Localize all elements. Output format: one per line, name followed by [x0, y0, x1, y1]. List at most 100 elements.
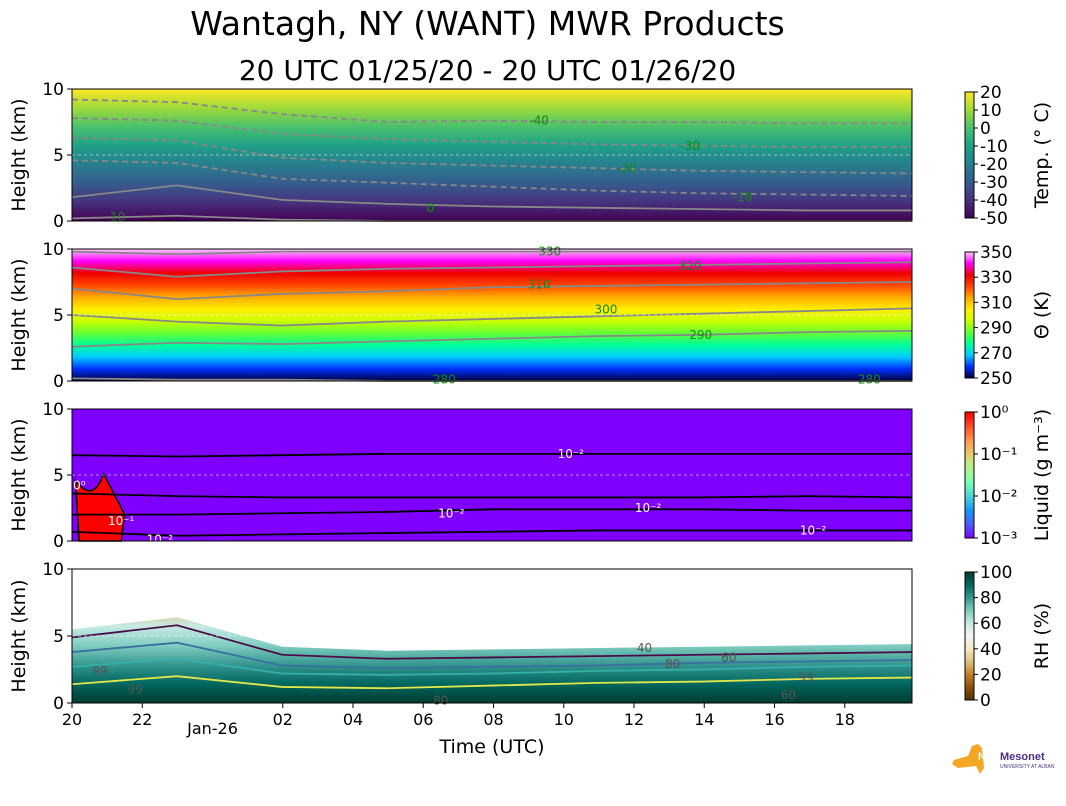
- x-tick-label: 12: [624, 710, 644, 729]
- contour-label: -30: [680, 139, 700, 153]
- contour-line--20: [71, 136, 913, 175]
- contour-label: 99: [92, 664, 107, 678]
- x-tick-label: 18: [835, 710, 855, 729]
- contour-line-0p01: [71, 492, 913, 499]
- contour-label: 280: [433, 373, 456, 387]
- contour-label: 320: [679, 259, 702, 273]
- y-tick-label: 10: [42, 80, 64, 100]
- figure-subtitle: 20 UTC 01/25/20 - 20 UTC 01/26/20: [238, 54, 737, 87]
- colorbar-label: Θ (K): [1031, 291, 1053, 339]
- colorbar: [964, 571, 975, 701]
- colorbar-tick-label: 0: [980, 119, 991, 139]
- contour-label: 10⁻²: [438, 506, 465, 520]
- contour-line-290: [71, 329, 913, 348]
- colorbar-label: RH (%): [1031, 603, 1053, 669]
- y-tick-label: 0: [53, 694, 64, 714]
- colorbar-tick-label: 60: [980, 614, 1002, 634]
- colorbar-tick-label: -50: [980, 209, 1008, 229]
- colorbar-tick-label: 10⁻¹: [980, 445, 1017, 465]
- contour-line-300: [71, 307, 913, 327]
- x-tick-label: 16: [764, 710, 784, 729]
- contour-line-0p01: [71, 452, 912, 458]
- y-tick-label: 10: [42, 560, 64, 580]
- contour-label: 80: [433, 693, 448, 707]
- colorbar-label: Temp. (° C): [1031, 102, 1053, 209]
- x-tick-label: 22: [132, 710, 152, 729]
- panel-liquid: 10⁻² 10⁻² 10⁻² 10⁻² 10⁻² 10⁻¹ 10⁰ 0 5 10 Height (k…: [8, 400, 1053, 552]
- contour-label: 10⁻²: [635, 501, 662, 515]
- colorbar-tick-label: 10⁻³: [980, 529, 1017, 549]
- contour-label: -20: [617, 161, 637, 175]
- x-axis-label: Time (UTC): [438, 736, 544, 758]
- contour-label: -40: [529, 114, 549, 128]
- colorbar-tick-label: 10⁰: [980, 403, 1009, 423]
- contour-label: 10⁻¹: [108, 514, 135, 528]
- colorbar-tick-label: 290: [980, 319, 1012, 339]
- contour-label: 10: [110, 210, 125, 224]
- contour-label: 0: [426, 201, 434, 215]
- contour-line-0p01: [72, 508, 912, 516]
- contour-line--40: [71, 98, 912, 125]
- contour-line--30: [71, 117, 912, 148]
- colorbar-tick-label: 250: [980, 369, 1012, 389]
- nys-mesonet-logo: NYS Mesonet UNIVERSITY AT ALBANY: [952, 744, 1055, 774]
- x-tick-label: 20: [62, 710, 82, 729]
- colorbar-tick-label: 20: [980, 83, 1002, 103]
- colorbar-tick-label: -30: [980, 173, 1008, 193]
- nys-state-logo: [952, 744, 984, 774]
- x-tick-label: 06: [413, 710, 433, 729]
- y-tick-label: 5: [53, 146, 64, 166]
- colorbar-tick-label: 330: [980, 268, 1012, 288]
- no-data-region: [72, 569, 912, 651]
- contour-label: 99: [798, 671, 813, 685]
- colorbar: [964, 251, 975, 379]
- colorbar-tick-label: 270: [980, 344, 1012, 364]
- contour-line-40: [71, 624, 913, 660]
- cloud-liquid-region: [74, 471, 126, 542]
- x-tick-label: 14: [694, 710, 714, 729]
- contour-label: 99: [128, 683, 143, 697]
- logo-text-university: UNIVERSITY AT ALBANY: [1000, 764, 1055, 770]
- contour-label: 300: [594, 303, 617, 317]
- colorbar-tick-label: 10: [980, 101, 1002, 121]
- contour-line-0p01: [71, 529, 912, 537]
- contour-label: 310: [528, 278, 551, 292]
- x-tick-label: 04: [343, 710, 363, 729]
- y-tick-label: 10: [42, 400, 64, 420]
- contour-line-80: [71, 657, 913, 676]
- y-tick-label: 5: [53, 627, 64, 647]
- y-tick-label: 0: [53, 212, 64, 232]
- colorbar-tick-label: 10⁻²: [980, 487, 1017, 507]
- contour-label: 80: [665, 657, 680, 671]
- y-tick-label: 0: [53, 372, 64, 392]
- colorbar-tick-label: 310: [980, 293, 1012, 313]
- contour-label: -10: [733, 190, 753, 204]
- y-tick-label: 10: [42, 240, 64, 260]
- colorbar: [964, 91, 975, 219]
- colorbar-label: Liquid (g m⁻³): [1031, 409, 1053, 541]
- contour-line-310: [71, 281, 913, 301]
- y-tick-label: 5: [53, 306, 64, 326]
- colorbar-tick-label: -20: [980, 155, 1008, 175]
- y-axis-label: Height (km): [8, 418, 30, 531]
- contour-label: 60: [781, 688, 796, 702]
- colorbar-tick-label: 40: [980, 640, 1002, 660]
- colorbar-tick-label: -10: [980, 137, 1008, 157]
- logo-text-mesonet: Mesonet: [1000, 751, 1045, 763]
- colorbar-tick-label: 350: [980, 243, 1012, 263]
- colorbar-tick-label: 100: [980, 563, 1012, 583]
- x-tick-label: 08: [483, 710, 503, 729]
- colorbar-tick-label: 80: [980, 589, 1002, 609]
- y-axis-label: Height (km): [8, 98, 30, 211]
- contour-label: 10⁻²: [800, 523, 827, 537]
- y-tick-label: 5: [53, 466, 64, 486]
- contour-label: 40: [637, 641, 652, 655]
- x-date-label: Jan-26: [186, 719, 238, 738]
- y-axis-label: Height (km): [8, 258, 30, 371]
- contour-label: 280: [858, 373, 881, 387]
- contour-line--10: [71, 159, 913, 197]
- contour-label: 60: [721, 650, 736, 664]
- contour-label: 330: [538, 245, 561, 259]
- logo-text-nys: NYS: [978, 751, 1001, 763]
